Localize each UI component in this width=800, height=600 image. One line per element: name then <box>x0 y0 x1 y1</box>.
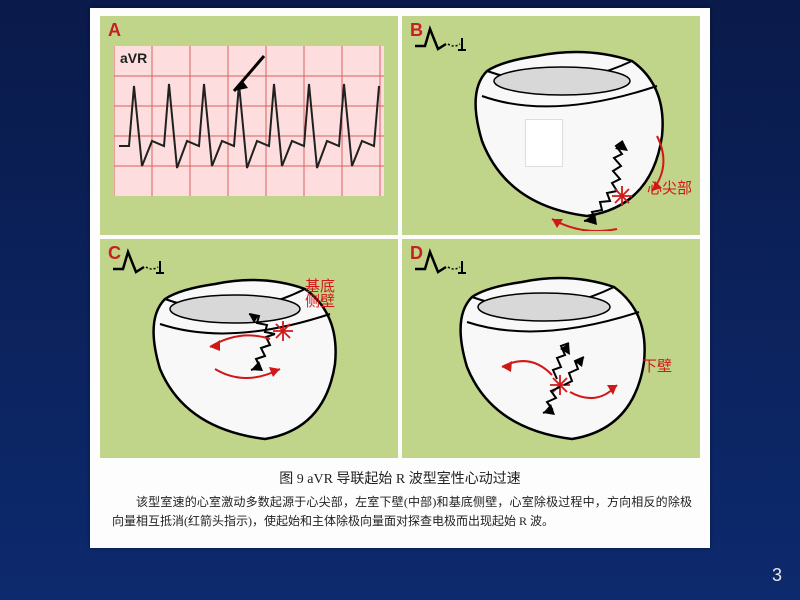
figure-caption: 图 9 aVR 导联起始 R 波型室性心动过速 <box>100 468 700 488</box>
lead-label: aVR <box>120 50 147 66</box>
heart-diagram-b <box>457 41 687 231</box>
panel-a-label: A <box>108 20 121 41</box>
page-number: 3 <box>772 565 782 586</box>
annotation-apex: 心尖部 <box>647 181 692 196</box>
panel-b: B <box>402 16 700 235</box>
annotation-basal: 基底 侧壁 <box>305 279 335 309</box>
ecg-strip <box>114 46 384 196</box>
panel-a: A <box>100 16 398 235</box>
ecg-trace <box>119 84 379 168</box>
panel-c: C <box>100 239 398 458</box>
ecg-svg <box>114 46 384 196</box>
arrow-head-icon <box>234 80 248 91</box>
figure-description: 该型室速的心室激动多数起源于心尖部，左室下壁(中部)和基底侧壁，心室除极过程中，… <box>112 493 692 530</box>
annotation-inferior: 下壁 <box>642 359 672 374</box>
panel-grid: A <box>100 16 700 458</box>
panel-d: D <box>402 239 700 458</box>
heart-diagram-d <box>442 267 672 452</box>
figure-container: A <box>90 8 710 548</box>
white-patch <box>525 119 563 167</box>
